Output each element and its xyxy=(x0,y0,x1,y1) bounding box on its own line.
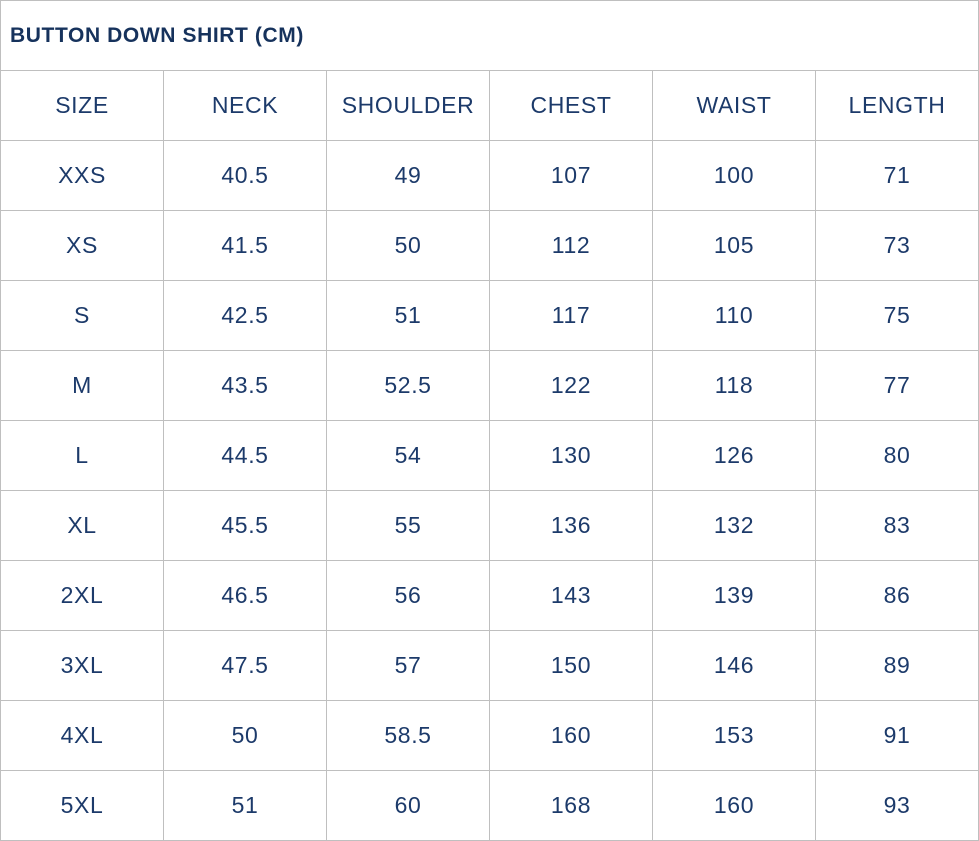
size-label-cell: 2XL xyxy=(0,560,164,631)
measurement-cell: 41.5 xyxy=(163,210,327,281)
measurement-cell: 57 xyxy=(326,630,490,701)
measurement-cell: 46.5 xyxy=(163,560,327,631)
measurement-cell: 56 xyxy=(326,560,490,631)
measurement-cell: 51 xyxy=(326,280,490,351)
table-row-l: L 44.5 54 130 126 80 xyxy=(0,420,979,491)
measurement-cell: 86 xyxy=(815,560,979,631)
size-label-cell: XXS xyxy=(0,140,164,211)
size-chart-header: SIZE NECK SHOULDER CHEST WAIST LENGTH xyxy=(0,70,979,141)
measurement-cell: 146 xyxy=(652,630,816,701)
measurement-cell: 44.5 xyxy=(163,420,327,491)
measurement-cell: 160 xyxy=(652,770,816,841)
measurement-cell: 107 xyxy=(489,140,653,211)
size-chart-table: SIZE NECK SHOULDER CHEST WAIST LENGTH XXS 40.5… xyxy=(0,70,979,841)
measurement-cell: 105 xyxy=(652,210,816,281)
size-label-cell: M xyxy=(0,350,164,421)
measurement-cell: 43.5 xyxy=(163,350,327,421)
size-label-cell: 3XL xyxy=(0,630,164,701)
size-label-cell: 4XL xyxy=(0,700,164,771)
column-header-shoulder: SHOULDER xyxy=(326,70,490,141)
measurement-cell: 112 xyxy=(489,210,653,281)
column-header-waist: WAIST xyxy=(652,70,816,141)
table-row-5xl: 5XL 51 60 168 160 93 xyxy=(0,770,979,841)
table-row-s: S 42.5 51 117 110 75 xyxy=(0,280,979,351)
measurement-cell: 52.5 xyxy=(326,350,490,421)
column-header-size: SIZE xyxy=(0,70,164,141)
column-header-neck: NECK xyxy=(163,70,327,141)
measurement-cell: 122 xyxy=(489,350,653,421)
size-chart-body: XXS 40.5 49 107 100 71 XS 41.5 50 112 105 73 S 42.5 51… xyxy=(0,140,979,841)
measurement-cell: 47.5 xyxy=(163,630,327,701)
table-row-xl: XL 45.5 55 136 132 83 xyxy=(0,490,979,561)
measurement-cell: 77 xyxy=(815,350,979,421)
measurement-cell: 80 xyxy=(815,420,979,491)
size-label-cell: S xyxy=(0,280,164,351)
measurement-cell: 55 xyxy=(326,490,490,561)
column-header-chest: CHEST xyxy=(489,70,653,141)
measurement-cell: 50 xyxy=(326,210,490,281)
table-row-m: M 43.5 52.5 122 118 77 xyxy=(0,350,979,421)
measurement-cell: 45.5 xyxy=(163,490,327,561)
measurement-cell: 75 xyxy=(815,280,979,351)
measurement-cell: 130 xyxy=(489,420,653,491)
measurement-cell: 93 xyxy=(815,770,979,841)
table-row-xs: XS 41.5 50 112 105 73 xyxy=(0,210,979,281)
measurement-cell: 51 xyxy=(163,770,327,841)
measurement-cell: 168 xyxy=(489,770,653,841)
measurement-cell: 143 xyxy=(489,560,653,631)
table-row-3xl: 3XL 47.5 57 150 146 89 xyxy=(0,630,979,701)
measurement-cell: 58.5 xyxy=(326,700,490,771)
measurement-cell: 117 xyxy=(489,280,653,351)
measurement-cell: 160 xyxy=(489,700,653,771)
measurement-cell: 42.5 xyxy=(163,280,327,351)
measurement-cell: 54 xyxy=(326,420,490,491)
measurement-cell: 83 xyxy=(815,490,979,561)
measurement-cell: 100 xyxy=(652,140,816,211)
size-label-cell: 5XL xyxy=(0,770,164,841)
measurement-cell: 132 xyxy=(652,490,816,561)
measurement-cell: 139 xyxy=(652,560,816,631)
measurement-cell: 60 xyxy=(326,770,490,841)
size-chart-title-bar: BUTTON DOWN SHIRT (CM) xyxy=(0,0,979,70)
measurement-cell: 40.5 xyxy=(163,140,327,211)
measurement-cell: 150 xyxy=(489,630,653,701)
measurement-cell: 136 xyxy=(489,490,653,561)
size-chart-title: BUTTON DOWN SHIRT (CM) xyxy=(10,23,304,47)
size-label-cell: XS xyxy=(0,210,164,281)
measurement-cell: 49 xyxy=(326,140,490,211)
measurement-cell: 91 xyxy=(815,700,979,771)
column-header-length: LENGTH xyxy=(815,70,979,141)
measurement-cell: 89 xyxy=(815,630,979,701)
table-row-xxs: XXS 40.5 49 107 100 71 xyxy=(0,140,979,211)
measurement-cell: 153 xyxy=(652,700,816,771)
size-label-cell: XL xyxy=(0,490,164,561)
measurement-cell: 71 xyxy=(815,140,979,211)
header-row: SIZE NECK SHOULDER CHEST WAIST LENGTH xyxy=(0,70,979,141)
measurement-cell: 73 xyxy=(815,210,979,281)
measurement-cell: 126 xyxy=(652,420,816,491)
table-row-4xl: 4XL 50 58.5 160 153 91 xyxy=(0,700,979,771)
size-label-cell: L xyxy=(0,420,164,491)
measurement-cell: 50 xyxy=(163,700,327,771)
measurement-cell: 110 xyxy=(652,280,816,351)
measurement-cell: 118 xyxy=(652,350,816,421)
table-row-2xl: 2XL 46.5 56 143 139 86 xyxy=(0,560,979,631)
